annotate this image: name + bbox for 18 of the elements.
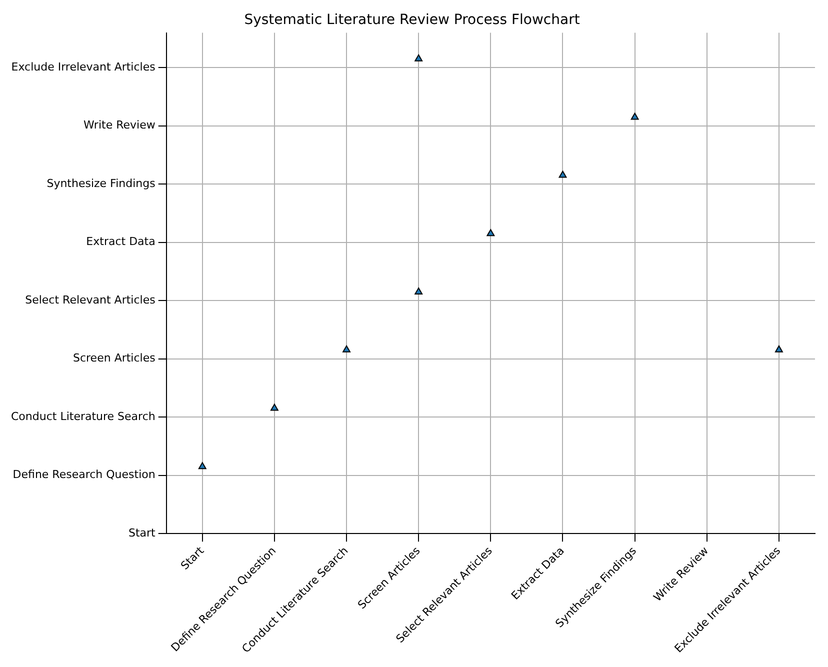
category-label: Extract Data — [86, 235, 156, 248]
category-label: Conduct Literature Search — [11, 410, 156, 423]
category-label: Define Research Question — [12, 468, 156, 482]
category-label: Write Review — [84, 118, 156, 132]
category-label: Exclude Irrelevant Articles — [11, 60, 156, 74]
point — [486, 229, 495, 236]
category-label: Synthesize Findings — [46, 176, 156, 190]
point — [558, 170, 567, 178]
category-label: Select Relevant Articles — [25, 293, 156, 306]
point — [342, 345, 350, 352]
point — [630, 112, 639, 120]
category-label: Screen Articles — [73, 352, 156, 365]
point — [414, 287, 423, 294]
point — [775, 345, 783, 352]
point — [270, 404, 278, 411]
chart-title: Systematic Literature Review Process Flowchart — [244, 12, 580, 28]
point — [198, 462, 206, 470]
category-label: Start — [128, 526, 156, 540]
